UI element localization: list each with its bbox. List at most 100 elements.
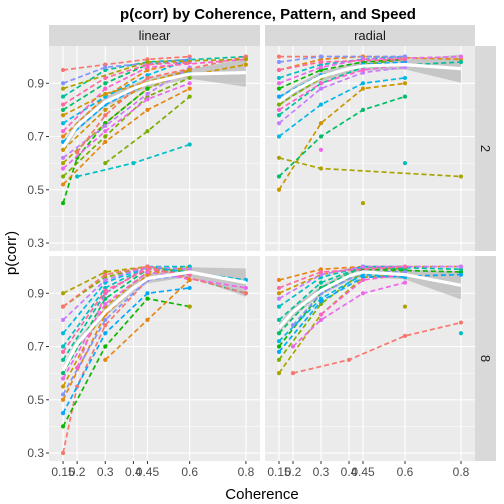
data-point <box>103 277 108 283</box>
data-point <box>145 296 150 301</box>
series-line <box>62 69 190 116</box>
data-point <box>276 187 282 192</box>
data-point <box>60 67 66 73</box>
data-point <box>276 339 282 344</box>
data-point <box>276 304 282 309</box>
strip-label-linear: linear <box>139 28 171 43</box>
data-point <box>60 357 66 362</box>
data-point <box>187 267 192 272</box>
series-14 <box>290 280 408 349</box>
data-point <box>60 392 66 397</box>
y-tick-label: 0.7 <box>27 340 44 354</box>
data-point <box>103 107 108 112</box>
data-point <box>60 317 66 322</box>
data-point <box>318 81 324 86</box>
data-point <box>346 357 352 362</box>
series-line <box>278 66 406 124</box>
data-point <box>131 161 136 166</box>
data-point <box>103 65 108 70</box>
data-point <box>318 102 324 107</box>
series-line <box>278 63 406 111</box>
series-4 <box>276 155 464 179</box>
series-7 <box>276 94 408 179</box>
data-point <box>318 121 324 126</box>
data-point <box>276 113 282 118</box>
data-point <box>276 107 282 112</box>
data-point <box>276 285 282 291</box>
data-point <box>60 81 66 86</box>
series-line <box>278 58 406 90</box>
series-line <box>62 297 190 427</box>
data-point <box>145 107 150 112</box>
data-point <box>276 94 282 99</box>
series-17 <box>60 264 249 309</box>
data-point <box>318 134 324 139</box>
data-point <box>145 75 150 81</box>
data-point <box>318 54 324 59</box>
data-point <box>75 174 80 179</box>
data-point <box>276 291 282 296</box>
data-point <box>276 331 282 336</box>
data-point <box>276 121 282 126</box>
data-point <box>145 317 150 322</box>
data-point <box>60 134 66 139</box>
x-tick-label: 0.15 <box>51 465 75 479</box>
data-point <box>318 147 324 152</box>
smooth-trend-line <box>61 71 246 149</box>
data-point <box>103 129 108 134</box>
smooth-confidence-band <box>279 54 461 107</box>
data-point <box>60 102 66 107</box>
data-point <box>318 317 324 322</box>
data-point <box>103 323 108 328</box>
data-point <box>103 81 108 86</box>
data-point <box>103 86 108 91</box>
y-tick-label: 0.3 <box>27 446 44 460</box>
data-point <box>145 264 150 269</box>
x-tick-label: 0.3 <box>97 465 114 479</box>
data-point <box>290 344 296 349</box>
series-line <box>62 265 190 295</box>
data-point <box>402 57 408 62</box>
panel-radial-2 <box>265 46 475 251</box>
series-line <box>62 287 190 414</box>
series-14 <box>60 81 192 171</box>
data-point <box>318 280 324 285</box>
data-point <box>360 264 366 269</box>
series-line <box>62 77 191 178</box>
data-point <box>276 86 282 91</box>
data-point <box>318 299 324 304</box>
series-17 <box>75 54 249 155</box>
series-line <box>278 77 406 138</box>
data-point <box>60 174 66 179</box>
series-line <box>320 273 406 316</box>
data-point <box>103 123 108 128</box>
data-point <box>276 59 282 65</box>
data-point <box>60 113 66 118</box>
smooth-trend-line <box>61 270 247 372</box>
strip-label-speed-2: 2 <box>478 145 493 152</box>
series-line <box>278 265 461 300</box>
data-point <box>60 397 66 402</box>
series-line <box>62 265 190 321</box>
chart-title: p(corr) by Coherence, Pattern, and Speed <box>120 6 416 23</box>
data-point <box>187 285 192 291</box>
data-point <box>276 67 282 73</box>
data-point <box>360 107 366 112</box>
x-tick-label: 0.2 <box>285 465 302 479</box>
data-point <box>276 344 282 349</box>
y-tick-label: 0.3 <box>27 236 44 250</box>
strip-label-speed-8: 8 <box>478 355 493 362</box>
series-21 <box>103 94 192 166</box>
series-line <box>278 58 406 106</box>
data-point <box>276 317 282 322</box>
series-16 <box>276 57 408 73</box>
data-point <box>187 142 192 147</box>
series-18 <box>103 277 192 362</box>
data-point <box>276 155 282 160</box>
series-line <box>278 55 462 85</box>
x-tick-label: 0.45 <box>136 465 160 479</box>
series-line <box>62 268 190 353</box>
x-axis-label: Coherence <box>225 486 298 503</box>
data-point <box>187 86 192 91</box>
series-line <box>62 265 247 308</box>
